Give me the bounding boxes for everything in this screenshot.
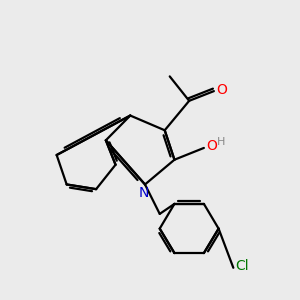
Text: O: O [206, 140, 217, 154]
Text: H: H [218, 137, 226, 147]
Text: O: O [216, 82, 227, 97]
Text: N: N [138, 186, 149, 200]
Text: Cl: Cl [235, 259, 249, 273]
